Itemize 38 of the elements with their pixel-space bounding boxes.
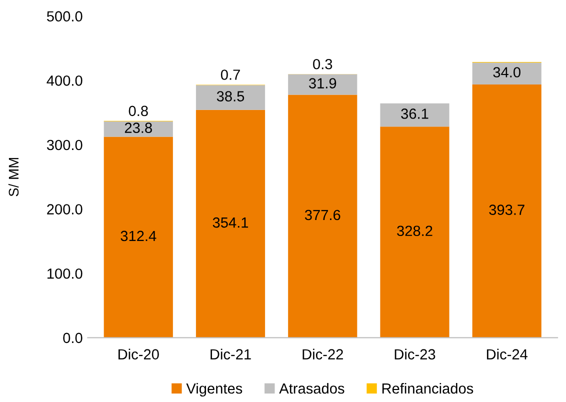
y-tick-label: 100.0	[47, 268, 82, 279]
x-tick-label: Dic-22	[302, 348, 343, 360]
y-tick-label: 300.0	[46, 140, 82, 150]
y-tick-label: 200.0	[47, 204, 82, 214]
bar	[196, 85, 266, 110]
legend-label: Refinanciados	[382, 382, 474, 394]
data-label: 0.8	[128, 106, 148, 116]
bar	[104, 136, 173, 338]
data-label: 393.7	[489, 204, 524, 215]
bar	[288, 74, 358, 95]
bar	[472, 62, 542, 84]
y-axis-title: S/ MM	[8, 158, 19, 196]
y-tick-label: 400.0	[46, 76, 82, 86]
bar	[104, 121, 173, 137]
x-tick-label: Dic-20	[118, 348, 159, 360]
data-label: 34.0	[493, 67, 520, 78]
data-label: 377.6	[304, 210, 340, 220]
data-label: 354.1	[212, 217, 248, 228]
data-label: 36.1	[401, 108, 428, 119]
bar	[380, 103, 450, 127]
y-tick-label: 500.0	[46, 11, 82, 22]
data-label: 0.3	[313, 58, 332, 70]
x-tick-label: Dic-24	[486, 348, 528, 360]
data-label: 31.9	[308, 78, 336, 88]
data-label: 328.2	[397, 226, 432, 236]
data-label: 0.7	[220, 70, 240, 80]
bar	[380, 126, 450, 338]
bar	[472, 84, 542, 338]
y-tick-label: 0.0	[63, 332, 82, 344]
bar	[288, 94, 358, 338]
data-label: 38.5	[216, 91, 244, 102]
x-tick-label: Dic-21	[210, 348, 251, 360]
legend-label: Atrasados	[279, 382, 344, 394]
bar	[196, 110, 266, 338]
x-tick-label: Dic-23	[394, 348, 436, 360]
data-label: 23.8	[124, 122, 152, 134]
data-label: 312.4	[120, 230, 156, 242]
legend-label: Vigentes	[186, 382, 242, 397]
